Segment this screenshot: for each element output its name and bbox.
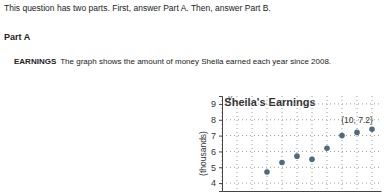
grid-line-y bbox=[222, 151, 381, 152]
y-tick-label: 6 bbox=[211, 147, 216, 157]
grid-line-y bbox=[222, 167, 381, 168]
y-axis-title: (thousands) bbox=[198, 131, 208, 176]
grid-line-x bbox=[282, 96, 283, 191]
y-tick-label: 7 bbox=[211, 131, 216, 141]
y-tick: 8 bbox=[211, 115, 222, 125]
x-axis bbox=[223, 191, 382, 192]
y-tick: 5 bbox=[211, 163, 222, 173]
chart-title: Sheila's Earnings bbox=[224, 96, 315, 108]
page: This question has two parts. First, answ… bbox=[0, 0, 384, 192]
grid-line-x bbox=[312, 96, 313, 191]
grid-line-x bbox=[297, 96, 298, 191]
lead-word: EARNINGS bbox=[14, 57, 57, 66]
y-tick-mark bbox=[219, 104, 222, 105]
point bbox=[279, 160, 285, 166]
grid-line-x bbox=[372, 96, 373, 191]
grid-line-y bbox=[222, 183, 381, 184]
y-tick-mark bbox=[219, 167, 222, 168]
points bbox=[264, 126, 375, 174]
y-axis: 4 5 6 7 8 9 bbox=[211, 97, 223, 192]
point bbox=[324, 145, 330, 151]
grid-line-x bbox=[267, 96, 268, 191]
point bbox=[309, 157, 315, 163]
point bbox=[264, 169, 270, 175]
y-tick-mark bbox=[219, 151, 222, 152]
grid bbox=[222, 96, 381, 191]
y-tick-label: 8 bbox=[211, 115, 216, 125]
grid-line-x bbox=[342, 96, 343, 191]
y-axis-line bbox=[219, 97, 223, 192]
annotation: (10, 7.2) bbox=[341, 115, 373, 125]
y-tick-label: 4 bbox=[211, 178, 216, 188]
y-tick-mark bbox=[219, 183, 222, 184]
x-axis-line bbox=[223, 191, 382, 192]
y-tick: 7 bbox=[211, 131, 222, 141]
grid-line-y bbox=[222, 135, 381, 136]
grid-line-x bbox=[357, 96, 358, 191]
y-tick-mark bbox=[219, 120, 222, 121]
grid-line-x bbox=[327, 96, 328, 191]
y-tick-mark bbox=[219, 136, 222, 137]
point bbox=[354, 130, 360, 136]
grid-line-x bbox=[237, 96, 238, 191]
grid-line-x bbox=[252, 96, 253, 191]
y-tick-label: 9 bbox=[211, 99, 216, 109]
intro-text: This question has two parts. First, answ… bbox=[4, 3, 271, 13]
axis-letter-y: y bbox=[227, 93, 233, 102]
lead-text: EARNINGSThe graph shows the amount of mo… bbox=[14, 57, 331, 66]
y-tick-label: 5 bbox=[211, 163, 216, 173]
part-label: Part A bbox=[4, 32, 31, 42]
point bbox=[369, 126, 375, 132]
y-tick: 4 bbox=[211, 178, 222, 188]
point bbox=[294, 153, 300, 159]
lead-body: The graph shows the amount of money Shei… bbox=[60, 57, 331, 66]
y-tick: 6 bbox=[211, 147, 222, 157]
chart: Sheila's Earnings 4 5 6 7 8 9 y (thousands) (10, … bbox=[198, 93, 382, 192]
y-tick: 9 bbox=[211, 99, 222, 109]
point bbox=[339, 133, 345, 139]
